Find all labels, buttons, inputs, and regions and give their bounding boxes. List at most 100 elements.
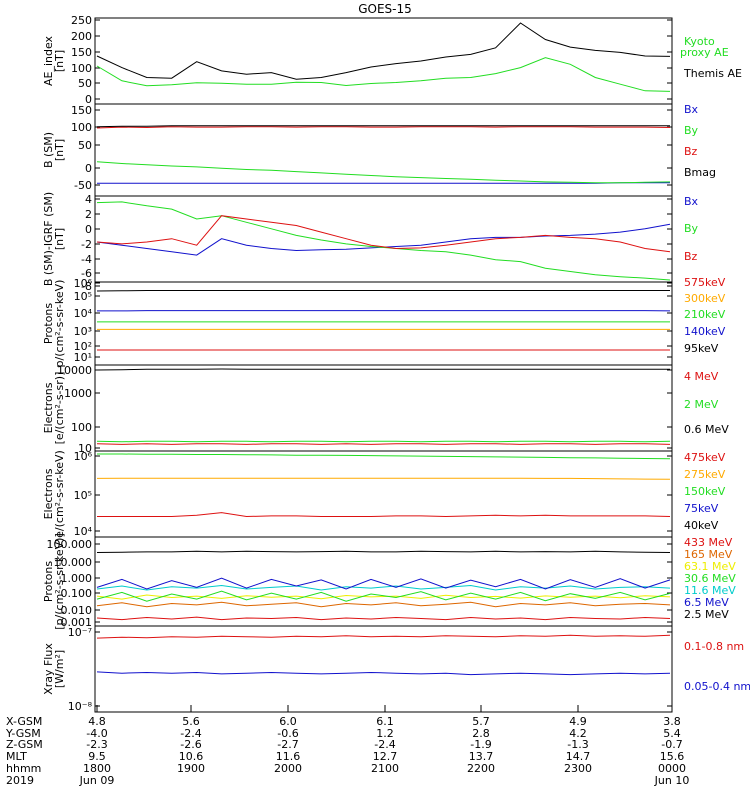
y-tick-label: 10⁴	[74, 525, 93, 538]
axis-row-label: hhmm	[6, 762, 41, 775]
y-tick-label: 10²	[74, 340, 92, 353]
legend-entry: Themis AE	[683, 67, 742, 80]
series-line-3	[96, 594, 671, 600]
series-line-5	[96, 584, 671, 591]
axis-row-label: Z-GSM	[6, 738, 43, 751]
y-tick-label: -50	[74, 179, 92, 192]
legend-entry: By	[684, 222, 699, 235]
axis-row-value: 12.7	[373, 750, 398, 763]
legend-entry: 4 MeV	[684, 370, 719, 383]
legend-entry: 575keV	[684, 276, 726, 289]
legend-entry: 0.05-0.4 nm	[684, 680, 750, 693]
series-line-3	[96, 215, 671, 253]
y-tick-label: 100	[71, 421, 92, 434]
y-tick-label: 0	[85, 93, 92, 106]
axis-row-value: -2.4	[374, 738, 395, 751]
series-line-2	[96, 201, 671, 281]
y-tick-label: 10⁶	[74, 277, 93, 290]
y-tick-label: 10⁶	[74, 450, 93, 463]
axis-row-value: 2300	[564, 762, 592, 775]
date-end: Jun 10	[654, 774, 690, 787]
legend-entry: 475keV	[684, 451, 726, 464]
panel-frame	[94, 364, 673, 452]
panel-6: 10⁶ 10⁵ 10⁴ Electronse/(cm²-s-sr-keV) 475keV…	[42, 450, 726, 538]
legend-entry: 2 MeV	[684, 398, 719, 411]
y-tick-label: 0	[85, 162, 92, 175]
date-start: Jun 09	[79, 774, 115, 787]
panel-3: 4 2 0 -2 -4-6-8 B (SM)-IGRF (SM)[nT] Bx By Bz	[42, 192, 699, 293]
series-line-3	[96, 368, 670, 371]
axis-row-value: 5.7	[472, 715, 490, 728]
legend-entry: 210keV	[684, 308, 726, 321]
series-line-2	[96, 601, 671, 608]
y-tick-label: -6	[81, 267, 92, 280]
axis-row-value: 2000	[274, 762, 302, 775]
axis-row-value: -1.3	[567, 738, 588, 751]
axis-row-value: 5.4	[663, 727, 681, 740]
series-line-7	[96, 550, 671, 553]
series-line-4	[96, 125, 670, 128]
axis-row-value: 10.6	[179, 750, 204, 763]
legend-entry: By	[684, 124, 699, 137]
legend-entry: Bmag	[684, 166, 716, 179]
series-line-3	[97, 453, 671, 460]
legend-entry: 165 MeV	[684, 548, 733, 561]
axis-row-value: 2200	[467, 762, 495, 775]
series-line-2	[96, 440, 671, 443]
y-tick-label: 0	[85, 223, 92, 236]
axis-row-value: -2.6	[180, 738, 201, 751]
legend-entry: 6.5 MeV	[684, 596, 729, 609]
y-axis-label: Electrons[e/(cm²-s-sr)]	[42, 372, 66, 445]
y-axis-label: B (SM)[nT]	[42, 132, 66, 168]
legend-entry: Bx	[684, 103, 699, 116]
axis-row-label: X-GSM	[6, 715, 42, 728]
legend-entry: Bx	[684, 195, 699, 208]
y-tick-label: 10000	[57, 364, 92, 377]
panel-frame	[94, 281, 673, 366]
legend-entry: 2.5 MeV	[684, 608, 729, 621]
series-line-3	[96, 126, 671, 129]
legend-entry: 75keV	[684, 502, 719, 515]
series-line-1	[96, 634, 671, 639]
panel-frame	[94, 450, 673, 538]
y-tick-label: 100.000	[47, 538, 93, 551]
y-tick-label: -2	[81, 238, 92, 251]
axis-row-value: 13.7	[469, 750, 494, 763]
y-tick-label: 4	[85, 193, 92, 206]
y-tick-label: 2	[85, 208, 92, 221]
axis-row-value: -1.9	[470, 738, 491, 751]
series-line-2	[96, 477, 671, 480]
y-tick-label: 0.010	[61, 604, 93, 617]
series-line-1	[96, 223, 671, 256]
y-tick-label: -4	[81, 253, 92, 266]
axis-row-value: 1900	[177, 762, 205, 775]
y-tick-label: 250	[71, 14, 92, 27]
axis-row-value: 0000	[658, 762, 686, 775]
y-tick-label: 50	[78, 77, 92, 90]
legend-entry: 150keV	[684, 485, 726, 498]
y-tick-label: 10.000	[54, 556, 93, 569]
legend-entry: 300keV	[684, 292, 726, 305]
series-line-2	[96, 671, 671, 676]
legend-entry-line2: proxy AE	[680, 46, 729, 59]
legend-entry: 30.6 MeV	[684, 572, 736, 585]
axis-row-label: MLT	[6, 750, 27, 763]
legend-entry: 40keV	[684, 519, 719, 532]
axis-row-label: Y-GSM	[5, 727, 41, 740]
y-tick-label: 50	[78, 139, 92, 152]
series-line-1	[96, 57, 671, 92]
y-axis-label: AE_index[nT]	[42, 35, 66, 86]
legend-entry: 95keV	[684, 342, 719, 355]
y-axis-label: Protonsp/(cm²-s-sr-keV)	[42, 280, 66, 368]
axis-row-value: 4.8	[88, 715, 106, 728]
y-tick-label: 10⁵	[74, 290, 92, 303]
axis-row-value: 4.9	[569, 715, 587, 728]
y-tick-label: 10	[78, 442, 92, 455]
legend-entry: 140keV	[684, 325, 726, 338]
legend-entry: 0.1-0.8 nm	[684, 640, 744, 653]
series-line-4	[96, 590, 671, 602]
axis-row-value: 3.8	[663, 715, 681, 728]
